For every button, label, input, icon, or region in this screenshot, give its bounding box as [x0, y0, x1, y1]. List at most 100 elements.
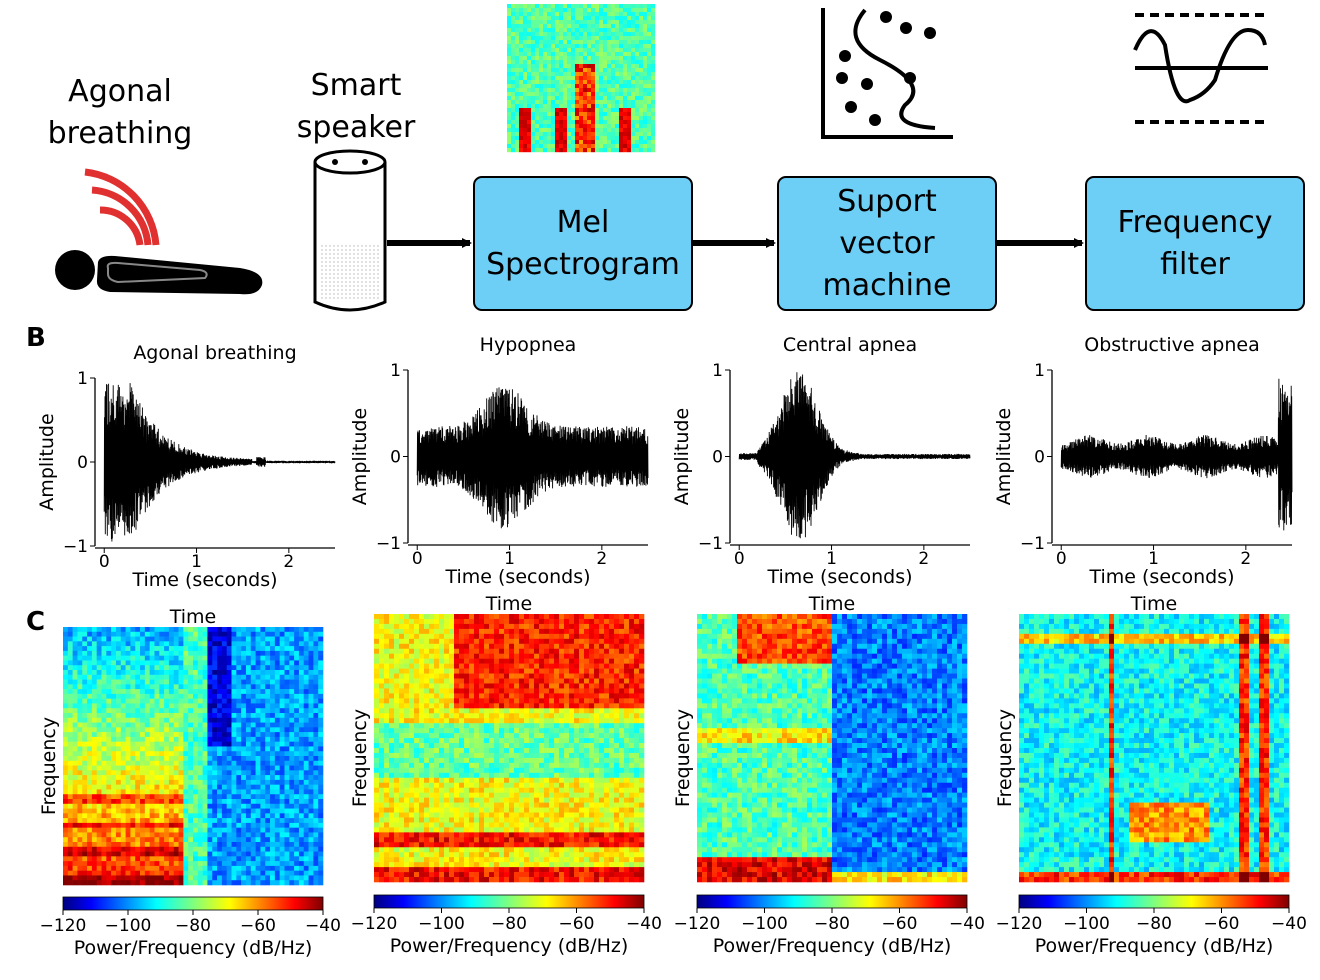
spectrogram-cell [241, 813, 247, 819]
spectrogram-cell [313, 775, 319, 781]
spectrogram-cell [115, 765, 122, 771]
spectrogram-cell [96, 727, 102, 733]
spectrogram-cell [111, 698, 117, 704]
spectrogram-cell [270, 713, 276, 719]
spectrogram-cell [260, 765, 266, 771]
spectrogram-cell [414, 862, 420, 868]
spectrogram-cell [173, 784, 179, 790]
spectrogram-cell [101, 627, 107, 633]
mini-cell [555, 84, 560, 89]
mini-cell [551, 64, 556, 69]
spectrogram-cell [207, 751, 213, 757]
mini-cell [535, 100, 540, 105]
mini-cell [519, 4, 524, 9]
spectrogram-cell [236, 674, 242, 680]
spectrogram-cell [409, 757, 415, 764]
mini-cell [611, 12, 616, 17]
spectrogram-cell [120, 665, 126, 671]
spectrogram-cell [72, 832, 78, 838]
spectrogram-cell [77, 717, 83, 723]
spectrogram-cell [111, 765, 117, 771]
spectrogram-cell [144, 641, 150, 647]
spectrogram-cell [197, 770, 203, 776]
spectrogram-cell [318, 880, 324, 886]
spectrogram-cell [270, 693, 276, 699]
spectrogram-cell [374, 767, 380, 774]
spectrogram-cell [130, 732, 136, 738]
spectrogram-cell [379, 643, 385, 650]
spectrogram-cell [188, 660, 194, 666]
spectrogram-cell [404, 752, 410, 759]
spectrogram-cell [284, 875, 290, 881]
spectrogram-cell [303, 641, 309, 647]
spectrogram-cell [154, 832, 160, 838]
mini-cell [579, 128, 584, 133]
spectrogram-cell [399, 827, 405, 833]
mini-cell [631, 136, 636, 141]
spectrogram-cell [298, 717, 305, 723]
mini-cell [603, 132, 608, 137]
spectrogram-cell [154, 813, 160, 819]
spectrogram-cell [140, 794, 146, 800]
spectrogram-cell [289, 717, 295, 723]
spectrogram-cell [414, 673, 420, 679]
spectrogram-cell [82, 713, 88, 719]
spectrogram-cell [63, 803, 69, 809]
spectrogram-cell [424, 693, 430, 699]
mini-cell [551, 36, 556, 41]
spectrogram-cell [120, 693, 126, 699]
spectrogram-cell [144, 870, 150, 876]
spectrogram-cell [173, 865, 179, 871]
mini-cell [535, 92, 540, 97]
spectrogram-cell [77, 650, 83, 656]
mini-cell [607, 136, 612, 141]
spectrogram-cell [384, 738, 390, 744]
mini-cell [571, 100, 576, 105]
mini-cell [571, 108, 576, 113]
spectrogram-cell [217, 856, 223, 862]
mini-cell [515, 120, 520, 125]
spectrogram-cell [183, 736, 189, 742]
spectrogram-cell [168, 760, 175, 766]
mini-cell [547, 108, 552, 113]
spectrogram-cell [374, 658, 380, 664]
mini-cell [647, 60, 652, 65]
mini-cell [635, 116, 640, 121]
spectrogram-cell [82, 784, 88, 790]
mini-cell [635, 68, 640, 73]
mini-cell [611, 112, 616, 117]
spectrogram-cell [173, 799, 179, 805]
mini-cell [651, 60, 656, 65]
spectrogram-cell [197, 827, 203, 833]
spectrogram-cell [245, 713, 252, 719]
spectrogram-cell [414, 867, 420, 873]
spectrogram-cell [82, 775, 88, 781]
spectrogram-cell [279, 837, 285, 843]
spectrogram-cell [279, 732, 285, 738]
spectrogram-cell [77, 636, 83, 642]
spectrogram-cell [197, 861, 203, 867]
spectrogram-cell [255, 794, 261, 800]
spectrogram-cell [135, 851, 141, 857]
spectrogram-cell [303, 818, 309, 824]
spectrogram-cell [178, 775, 184, 781]
spectrogram-cell [250, 775, 256, 781]
spectrogram-cell [159, 646, 165, 652]
spectrogram-cell [279, 832, 285, 838]
spectrogram-cell [101, 813, 107, 819]
spectrogram-cell [274, 856, 280, 862]
spectrogram-cell [298, 708, 305, 714]
spectrogram-cell [414, 638, 420, 645]
spectrogram-cell [159, 736, 165, 742]
mini-cell [651, 76, 656, 81]
spectrogram-cell [419, 663, 425, 669]
spectrogram-cell [245, 865, 252, 871]
mini-cell [575, 148, 580, 153]
spectrogram-cell [226, 636, 232, 642]
spectrogram-cell [241, 641, 247, 647]
spectrogram-cell [255, 765, 261, 771]
spectrogram-cell [111, 636, 117, 642]
spectrogram-cell [159, 775, 165, 781]
spectrogram-cell [154, 856, 160, 862]
spectrogram-cell [178, 679, 184, 685]
